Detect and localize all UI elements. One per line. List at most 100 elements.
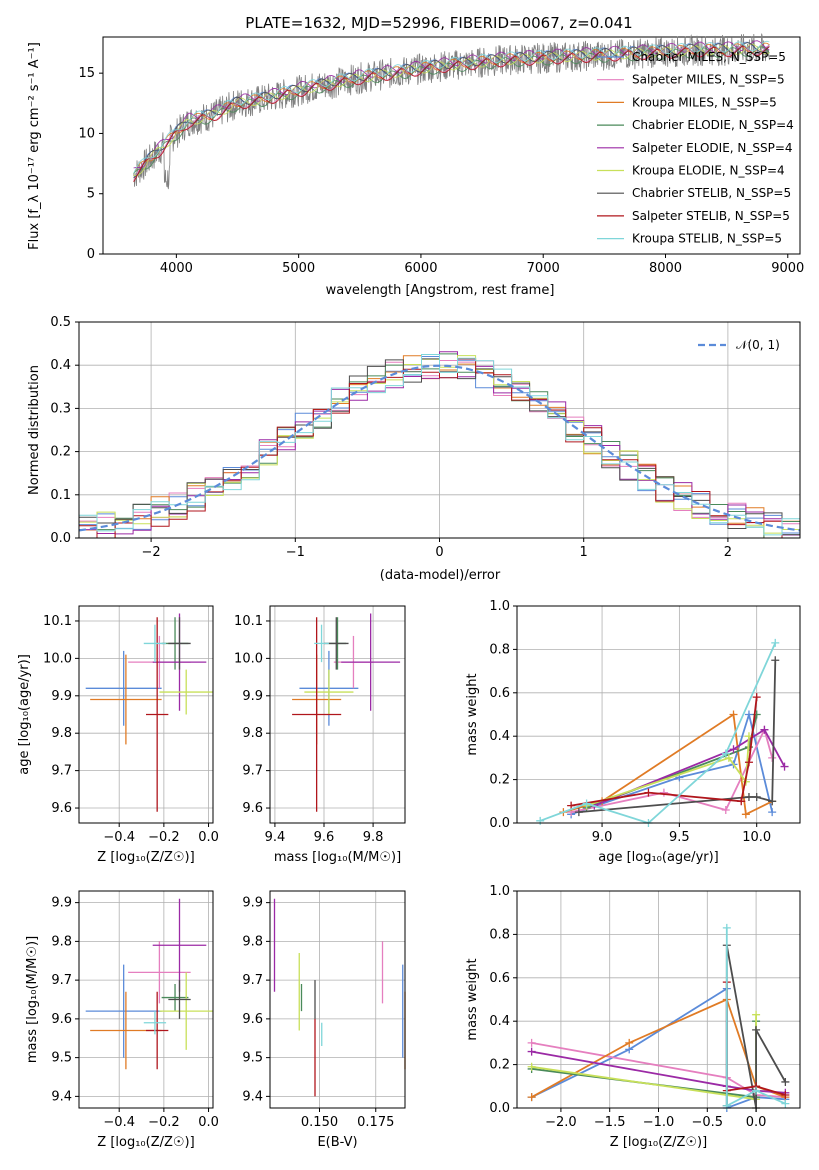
x-tick-label: −0.2 (148, 830, 180, 845)
x-axis-label: Z [log₁₀(Z/Z☉)] (97, 1135, 194, 1150)
y-tick-label: 0.4 (50, 358, 71, 373)
marker-kroupa-elodie (724, 753, 733, 762)
line-salpeter-miles (531, 1042, 786, 1099)
age-vs-Z-panel: −0.4 −0.2 0.0 9.6 9.7 9.8 9.9 10.0 10.1 Z [log₁₀(… (17, 605, 219, 865)
y-axis-label: mass weight (465, 958, 480, 1040)
legend-label-salpeter-elodie: Salpeter ELODIE, N_SSP=4 (632, 141, 793, 155)
y-tick-label: 10.0 (43, 651, 72, 666)
histogram-x-label: (data-model)/error (380, 568, 501, 583)
marker-salpeter-miles (721, 805, 730, 814)
x-tick-label: −1.0 (643, 1115, 675, 1130)
marker-kroupa-miles (729, 710, 738, 719)
marker-salpeter-elodie (760, 725, 769, 734)
y-tick-label: 0.2 (489, 1058, 510, 1073)
spectrum-frame (102, 36, 801, 255)
y-tick-label: 0 (87, 247, 95, 262)
x-tick-label: −1 (286, 545, 305, 560)
model-line-salpeter-miles (133, 45, 770, 181)
y-tick-label: 10 (78, 126, 95, 141)
y-tick-label: 0.1 (50, 488, 71, 503)
marker-salpeter-elodie (780, 762, 789, 771)
y-tick-label: 9.7 (242, 764, 263, 779)
y-axis-label: age [log₁₀(age/yr)] (17, 654, 32, 775)
x-tick-label: 9.6 (314, 830, 335, 845)
legend-label-chabrier-stelib: Chabrier STELIB, N_SSP=5 (632, 186, 791, 200)
x-tick-label: 0.0 (198, 830, 219, 845)
y-tick-label: 9.8 (242, 726, 263, 741)
histogram-x-ticks: −2 −1 0 1 2 (142, 538, 732, 560)
mass-weight-vs-Z-panel: −2.0 −1.5 −1.0 −0.5 0.0 0.0 0.2 0.4 0.6 0.8 1.0 Z [… (465, 884, 801, 1150)
x-tick-label: 9.5 (669, 830, 690, 845)
spectrum-series (133, 33, 770, 190)
y-tick-label: 0.2 (489, 773, 510, 788)
spectrum-y-label: Flux [f_λ 10⁻¹⁷ erg cm⁻² s⁻¹ A⁻¹] (27, 42, 42, 250)
marker-kroupa-miles (527, 1093, 536, 1102)
marker-chabrier-stelib (771, 656, 780, 665)
y-tick-label: 0.4 (489, 729, 510, 744)
gaussian-curve (78, 364, 801, 532)
gaussian-legend-label: 𝒩(0, 1) (736, 338, 780, 352)
x-axis-label: Z [log₁₀(Z/Z☉)] (97, 850, 194, 865)
y-tick-label: 5 (87, 187, 95, 202)
x-axis-label: age [log₁₀(age/yr)] (598, 850, 719, 865)
y-tick-label: 9.7 (51, 764, 72, 779)
model-line-chabrier-elodie (133, 46, 770, 174)
x-tick-label: 9.0 (592, 830, 613, 845)
x-tick-label: 4000 (160, 261, 193, 276)
y-tick-label: 9.4 (242, 1089, 263, 1104)
panel-frame (78, 890, 214, 1109)
spectrum-x-ticks: 4000 5000 6000 7000 8000 9000 (160, 254, 804, 276)
marker-kroupa-stelib (781, 1099, 790, 1108)
x-tick-label: 0.175 (357, 1115, 394, 1130)
histogram-panel: −2 −1 0 1 2 0.0 0.1 0.2 0.3 0.4 0.5 (data-model)/… (27, 315, 801, 583)
mass-vs-Z-panel: −0.4 −0.2 0.0 9.4 9.5 9.6 9.7 9.8 9.9 Z [log₁₀(Z/… (25, 890, 219, 1150)
marker-kroupa-stelib (771, 638, 780, 647)
y-tick-label: 9.7 (51, 973, 72, 988)
y-tick-label: 9.9 (242, 896, 263, 911)
x-tick-label: −0.4 (103, 830, 135, 845)
marker-salpeter-miles (768, 753, 777, 762)
marker-chabrier-miles (744, 710, 753, 719)
x-tick-label: 1 (580, 545, 588, 560)
x-tick-label: −0.4 (103, 1115, 135, 1130)
x-tick-label: 9000 (771, 261, 804, 276)
histogram-y-label: Normed distribution (27, 365, 42, 495)
x-tick-label: 9.4 (265, 830, 286, 845)
panel-frame (78, 605, 214, 824)
marker-kroupa-stelib (722, 923, 731, 932)
marker-chabrier-stelib (752, 1025, 761, 1034)
legend-label-chabrier-miles: Chabrier MILES, N_SSP=5 (632, 50, 786, 64)
x-axis-label: Z [log₁₀(Z/Z☉)] (610, 1135, 707, 1150)
y-tick-label: 10.0 (234, 651, 263, 666)
legend-label-kroupa-stelib: Kroupa STELIB, N_SSP=5 (632, 232, 782, 246)
marker-chabrier-stelib (752, 792, 761, 801)
y-tick-label: 0.3 (50, 401, 71, 416)
histogram-y-ticks: 0.0 0.1 0.2 0.3 0.4 0.5 (50, 315, 79, 546)
y-tick-label: 0.6 (489, 971, 510, 986)
x-axis-label: mass [log₁₀(M/M☉)] (274, 850, 401, 865)
marker-salpeter-miles (527, 1038, 536, 1047)
y-tick-label: 0.8 (489, 642, 510, 657)
marker-chabrier-stelib (744, 792, 753, 801)
marker-salpeter-elodie (729, 745, 738, 754)
y-tick-label: 0.2 (50, 445, 71, 460)
panel-frame (269, 605, 406, 824)
marker-chabrier-stelib (768, 797, 777, 806)
marker-salpeter-stelib (567, 801, 576, 810)
y-tick-label: 0.4 (489, 1014, 510, 1029)
x-tick-label: 9.8 (363, 830, 384, 845)
y-axis-label: mass weight (465, 673, 480, 755)
marker-chabrier-stelib (781, 1077, 790, 1086)
y-tick-label: 9.6 (51, 1012, 72, 1027)
marker-salpeter-stelib (737, 797, 746, 806)
y-tick-label: 9.6 (242, 1012, 263, 1027)
y-tick-label: 9.6 (51, 801, 72, 816)
y-tick-label: 9.5 (242, 1051, 263, 1066)
y-tick-label: 0.8 (489, 927, 510, 942)
y-tick-label: 1.0 (489, 884, 510, 899)
y-tick-label: 0.5 (50, 315, 71, 330)
marker-chabrier-stelib (574, 808, 583, 817)
x-tick-label: −2.0 (545, 1115, 577, 1130)
y-tick-label: 9.9 (242, 689, 263, 704)
marker-kroupa-stelib (721, 749, 730, 758)
